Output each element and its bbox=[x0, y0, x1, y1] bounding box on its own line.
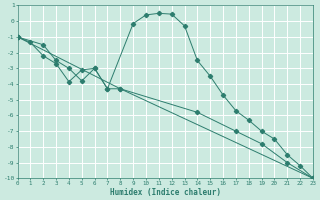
X-axis label: Humidex (Indice chaleur): Humidex (Indice chaleur) bbox=[110, 188, 221, 197]
